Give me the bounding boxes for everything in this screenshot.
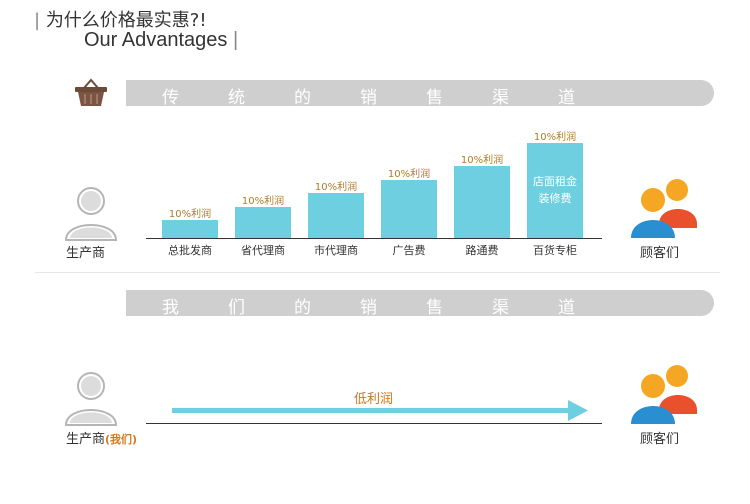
chart-bar-label: 10%利润 — [314, 182, 358, 193]
banner-char: 道 — [558, 298, 575, 318]
chart-bar-inner-line: 店面租金 — [533, 175, 577, 188]
chart-bar-label: 10%利润 — [387, 169, 431, 180]
chart-bar — [454, 166, 510, 238]
chart-bar — [235, 207, 291, 238]
title-en-text: Our Advantages — [84, 29, 228, 51]
chart-bar-inner-text: 店面租金 装修费 — [527, 173, 583, 207]
producer-person-icon — [64, 187, 118, 241]
title-en-bar-mark: | — [233, 29, 239, 51]
chart-bar-label: 10%利润 — [241, 196, 285, 207]
chart-category-label: 广告费 — [392, 244, 426, 257]
banner-char: 的 — [294, 298, 311, 318]
banner-char: 售 — [426, 88, 443, 108]
chart-category-label: 总批发商 — [168, 244, 212, 257]
customers-icon — [631, 179, 697, 238]
chart-bar — [308, 193, 364, 238]
chart-category-label: 市代理商 — [314, 244, 358, 257]
traditional-channel-banner: 传 统 的 销 售 渠 道 — [126, 80, 714, 108]
customers-icon — [631, 365, 697, 424]
chart-category-label: 路通费 — [465, 244, 499, 257]
banner-char: 销 — [360, 298, 377, 318]
basket-icon — [75, 78, 107, 106]
customers-label: 顾客们 — [640, 246, 680, 261]
banner-char: 们 — [228, 298, 245, 318]
low-profit-label: 低利润 — [354, 392, 394, 407]
chart-category-label: 百货专柜 — [533, 244, 577, 257]
banner-char: 的 — [294, 88, 311, 108]
banner-char: 道 — [558, 88, 575, 108]
page-title-en: Our Advantages | — [84, 29, 238, 52]
producer-sub-label: (我们) — [105, 433, 138, 446]
banner-char: 渠 — [492, 88, 509, 108]
producer-label-ours: 生产商(我们) — [66, 428, 137, 447]
direct-arrow — [172, 400, 588, 421]
banner-char: 统 — [228, 88, 245, 108]
page-title-cn: | 为什么价格最实惠?! — [34, 6, 207, 32]
chart-category-label: 省代理商 — [241, 244, 285, 257]
chart-bar — [381, 180, 437, 238]
chart-bar — [162, 220, 218, 238]
chart-bar-inner-line: 装修费 — [538, 192, 572, 205]
producer-label-text: 生产商 — [66, 432, 106, 447]
banner-char: 销 — [360, 88, 377, 108]
title-cn-text: 为什么价格最实惠?! — [45, 10, 207, 31]
chart-bar — [527, 143, 583, 238]
section-divider — [35, 272, 720, 273]
banner-char: 渠 — [492, 298, 509, 318]
producer-person-icon — [64, 372, 118, 426]
chart-bar-label: 10%利润 — [460, 155, 504, 166]
chart-baseline — [146, 238, 602, 239]
banner-char: 售 — [426, 298, 443, 318]
banner-char: 我 — [162, 298, 179, 318]
customers-label: 顾客们 — [640, 432, 680, 447]
chart-bar-label: 10%利润 — [168, 209, 212, 220]
banner-char: 传 — [162, 88, 179, 108]
title-bar-mark: | — [34, 10, 41, 31]
producer-label: 生产商 — [66, 246, 106, 261]
chart-bar-label: 10%利润 — [533, 132, 577, 143]
arrow-baseline — [146, 423, 602, 424]
our-channel-banner: 我 们 的 销 售 渠 道 — [126, 290, 714, 318]
